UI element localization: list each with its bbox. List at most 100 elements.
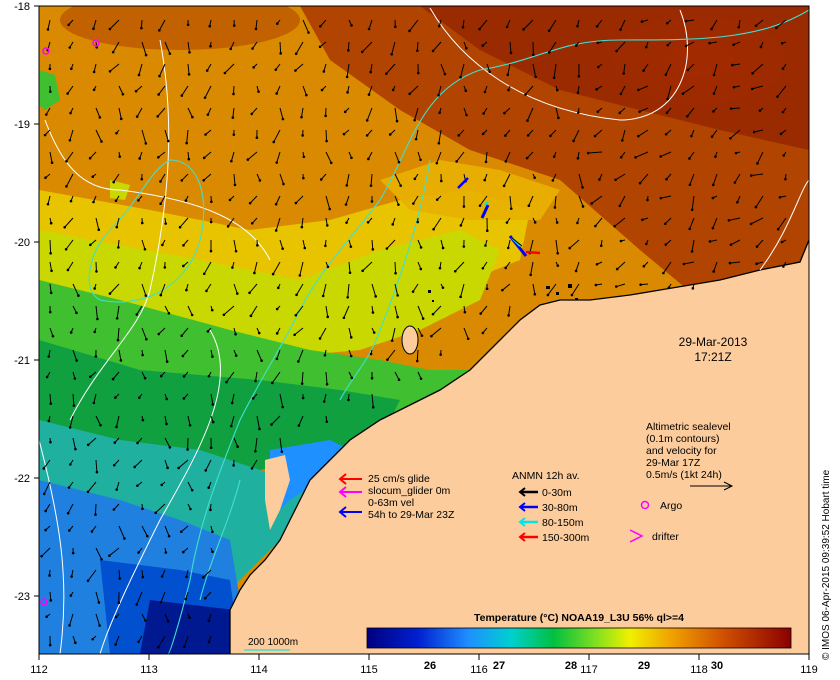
- velocity-arrow: [301, 371, 304, 384]
- velocity-arrow: [67, 85, 74, 94]
- velocity-arrowhead: [209, 44, 212, 48]
- velocity-arrow: [616, 261, 626, 270]
- velocity-arrow: [141, 327, 147, 340]
- velocity-arrowhead: [325, 139, 328, 143]
- velocity-arrowhead: [360, 50, 364, 54]
- velocity-arrow: [368, 19, 373, 30]
- anmn-legend-arrowhead: [518, 532, 526, 542]
- velocity-arrowhead: [270, 381, 274, 385]
- velocity-arrowhead: [86, 579, 90, 583]
- velocity-arrowhead: [421, 317, 425, 320]
- velocity-arrowhead: [141, 507, 144, 511]
- velocity-arrowhead: [414, 137, 418, 141]
- altimetric-legend: Altimetric sealevel (0.1m contours) and …: [646, 421, 734, 491]
- velocity-arrowhead: [318, 337, 322, 340]
- velocity-arrowhead: [114, 396, 117, 399]
- velocity-arrowhead: [690, 250, 694, 253]
- drifter-label: drifter: [652, 531, 679, 543]
- velocity-arrowhead: [166, 466, 169, 470]
- velocity-arrow: [685, 41, 695, 47]
- velocity-arrowhead: [115, 425, 118, 429]
- velocity-arrow: [712, 173, 718, 186]
- velocity-arrow: [295, 41, 304, 54]
- velocity-arrowhead: [755, 245, 759, 248]
- velocity-arrow: [664, 217, 672, 225]
- velocity-arrow: [417, 239, 422, 248]
- velocity-arrow: [66, 173, 74, 187]
- velocity-arrowhead: [93, 287, 96, 290]
- isobath-legend: 200 1000m: [244, 637, 298, 651]
- velocity-arrowhead: [185, 141, 188, 145]
- velocity-arrow: [431, 327, 442, 337]
- velocity-arrow: [118, 525, 125, 539]
- velocity-arrow: [112, 41, 120, 53]
- velocity-arrow: [660, 151, 672, 157]
- velocity-arrow: [253, 261, 258, 274]
- velocity-arrow: [233, 283, 238, 294]
- velocity-arrowhead: [485, 229, 489, 233]
- velocity-arrowhead: [49, 291, 53, 295]
- velocity-arrow: [348, 327, 352, 338]
- velocity-arrowhead: [49, 251, 52, 255]
- velocity-arrow: [689, 173, 695, 185]
- velocity-arrowhead: [435, 161, 439, 165]
- velocity-arrowhead: [644, 45, 648, 49]
- colorbar-tick-label: 26: [424, 660, 436, 672]
- velocity-arrowhead: [324, 114, 327, 118]
- velocity-arrowhead: [370, 376, 374, 380]
- altimetric-line-4: 29-Mar 17Z: [646, 457, 701, 469]
- velocity-arrow: [777, 217, 787, 230]
- velocity-arrowhead: [665, 21, 669, 25]
- velocity-arrowhead: [437, 24, 441, 28]
- velocity-arrowhead: [50, 269, 53, 273]
- velocity-arrowhead: [256, 244, 259, 247]
- velocity-arrow: [386, 239, 396, 249]
- velocity-arrowhead: [482, 112, 485, 115]
- velocity-arrow: [485, 151, 488, 162]
- velocity-arrowhead: [47, 355, 51, 358]
- velocity-arrowhead: [759, 45, 763, 49]
- velocity-arrowhead: [370, 200, 374, 203]
- velocity-arrowhead: [485, 287, 489, 291]
- velocity-arrow: [502, 283, 511, 291]
- velocity-arrowhead: [182, 244, 185, 247]
- velocity-arrow: [594, 217, 603, 227]
- velocity-arrowhead: [108, 27, 112, 31]
- velocity-arrow: [370, 63, 373, 73]
- velocity-arrow: [594, 129, 603, 137]
- velocity-arrowhead: [225, 380, 228, 384]
- velocity-arrow: [164, 41, 171, 54]
- velocity-arrowhead: [203, 96, 207, 99]
- velocity-arrowhead: [361, 269, 364, 273]
- velocity-arrowhead: [90, 530, 94, 533]
- velocity-arrowhead: [252, 66, 255, 69]
- velocity-arrow: [296, 283, 304, 296]
- velocity-arrowhead: [92, 27, 95, 31]
- velocity-arrowhead: [48, 574, 51, 577]
- velocity-arrow: [412, 283, 419, 292]
- velocity-arrowhead: [459, 224, 463, 227]
- velocity-arrowhead: [365, 119, 369, 122]
- velocity-arrowhead: [140, 177, 144, 181]
- velocity-arrowhead: [568, 246, 572, 250]
- velocity-arrowhead: [688, 227, 692, 231]
- velocity-arrowhead: [251, 47, 254, 50]
- velocity-arrow: [555, 239, 559, 254]
- velocity-arrow: [394, 371, 400, 380]
- velocity-arrow: [299, 261, 304, 276]
- velocity-arrow: [509, 41, 512, 53]
- velocity-arrow: [508, 305, 511, 316]
- velocity-arrow: [569, 239, 580, 249]
- velocity-arrow: [155, 503, 166, 514]
- velocity-arrow: [210, 393, 214, 405]
- velocity-arrow: [294, 327, 304, 336]
- velocity-arrowhead: [275, 92, 278, 95]
- velocity-arrow: [276, 151, 281, 163]
- velocity-arrowhead: [226, 225, 230, 228]
- velocity-arrowhead: [98, 116, 102, 119]
- velocity-arrowhead: [48, 643, 52, 647]
- velocity-arrowhead: [596, 41, 600, 45]
- velocity-arrow: [623, 63, 626, 74]
- sealevel-contours: [39, 7, 809, 654]
